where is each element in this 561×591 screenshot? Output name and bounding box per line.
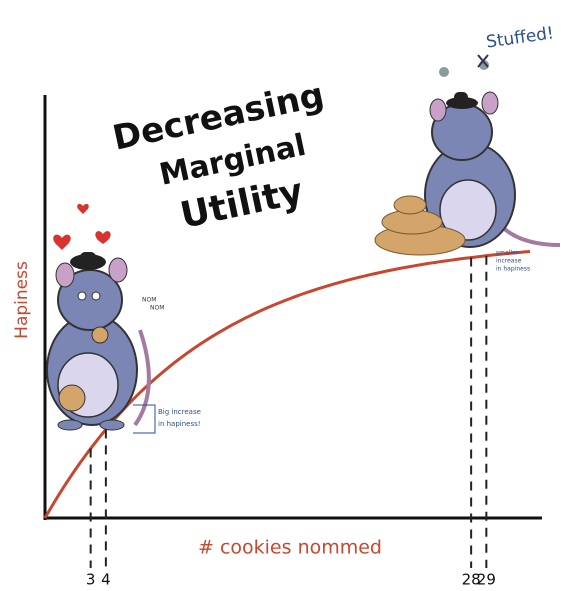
x-tick-label: 3 xyxy=(86,571,96,589)
annotation: NOM xyxy=(150,305,164,312)
y-axis-label: Hapiness xyxy=(12,261,32,339)
annotation: in hapiness! xyxy=(158,420,201,428)
annotation: increase xyxy=(496,258,522,265)
x-tick-label: 4 xyxy=(101,571,111,589)
annotation: Big increase xyxy=(158,408,201,416)
hearts xyxy=(53,204,110,250)
annotation: Stuffed! xyxy=(485,23,555,52)
x-tick-label: 29 xyxy=(477,571,496,589)
x-axis-label: # cookies nommed xyxy=(198,537,382,559)
stuffed-rat xyxy=(425,55,560,247)
annotation: NOM xyxy=(142,297,156,304)
annotation: smaller xyxy=(496,250,519,257)
annotation: in hapiness xyxy=(496,266,530,273)
chart: Decreasing Marginal Utility Hapiness # c… xyxy=(0,0,561,591)
happy-rat xyxy=(47,252,149,430)
title: Decreasing Marginal Utility xyxy=(109,75,346,247)
